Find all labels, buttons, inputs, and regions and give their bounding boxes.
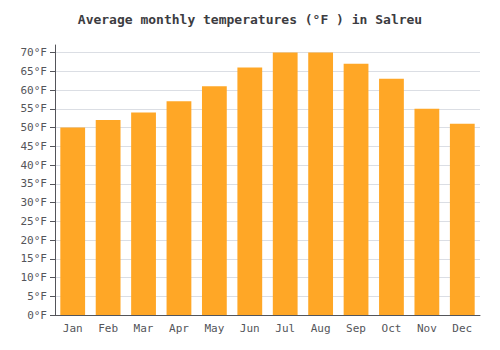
svg-text:5°F: 5°F	[27, 290, 47, 303]
svg-text:10°F: 10°F	[21, 271, 48, 284]
svg-text:Nov: Nov	[417, 322, 437, 335]
svg-text:70°F: 70°F	[21, 46, 48, 59]
svg-text:25°F: 25°F	[21, 215, 48, 228]
svg-text:Mar: Mar	[134, 322, 154, 335]
svg-text:Average monthly temperatures (: Average monthly temperatures (°F ) in Sa…	[78, 12, 422, 27]
svg-text:55°F: 55°F	[21, 102, 48, 115]
svg-text:45°F: 45°F	[21, 140, 48, 153]
svg-text:Apr: Apr	[169, 322, 189, 335]
svg-text:Dec: Dec	[452, 322, 472, 335]
svg-text:Oct: Oct	[382, 322, 402, 335]
svg-text:40°F: 40°F	[21, 159, 48, 172]
svg-text:35°F: 35°F	[21, 177, 48, 190]
svg-text:Aug: Aug	[311, 322, 331, 335]
svg-text:Sep: Sep	[346, 322, 366, 335]
svg-text:15°F: 15°F	[21, 252, 48, 265]
svg-text:Feb: Feb	[98, 322, 118, 335]
svg-text:30°F: 30°F	[21, 196, 48, 209]
svg-text:50°F: 50°F	[21, 121, 48, 134]
svg-text:Jan: Jan	[63, 322, 83, 335]
svg-text:Jul: Jul	[275, 322, 295, 335]
svg-text:65°F: 65°F	[21, 65, 48, 78]
svg-text:60°F: 60°F	[21, 84, 48, 97]
svg-text:Jun: Jun	[240, 322, 260, 335]
svg-text:May: May	[204, 322, 224, 335]
svg-text:20°F: 20°F	[21, 234, 48, 247]
svg-text:0°F: 0°F	[27, 309, 47, 322]
